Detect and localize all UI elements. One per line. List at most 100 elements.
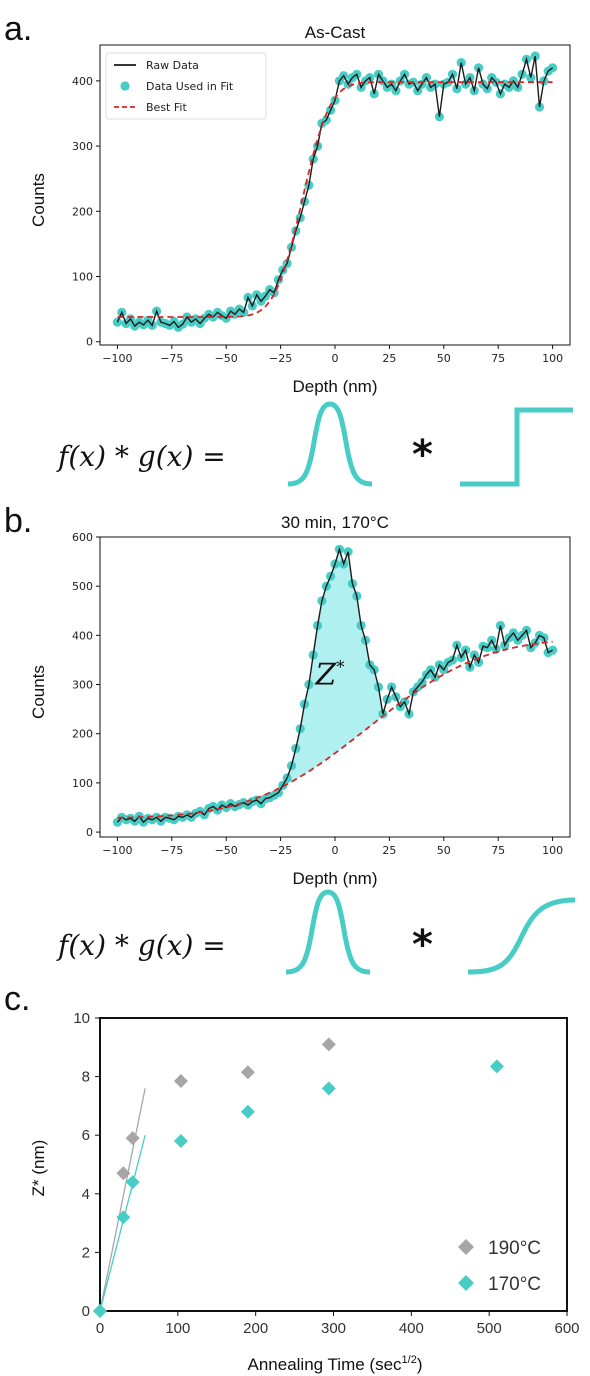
diamond-marker: [240, 1065, 255, 1080]
diamond-marker: [489, 1059, 504, 1074]
trend-line: [99, 1088, 146, 1312]
raw-data-line: [116, 546, 553, 824]
diamond-marker: [125, 1175, 140, 1190]
diamond-marker: [125, 1131, 140, 1146]
y-tick-label: 300: [72, 140, 93, 153]
y-tick-label: 4: [82, 1186, 90, 1203]
x-tick-label: 100: [165, 1320, 190, 1337]
plot-area: [112, 51, 558, 332]
diamond-marker: [116, 1210, 131, 1225]
x-tick-label: 50: [437, 844, 451, 857]
legend-label: Data Used in Fit: [146, 80, 234, 93]
legend-label: 190°C: [488, 1238, 541, 1259]
excess-area: [274, 549, 383, 796]
legend: 190°C 170°C: [458, 1238, 541, 1295]
y-tick-label: 600: [72, 531, 93, 544]
diamond-marker: [321, 1037, 336, 1052]
x-tick-label: −25: [269, 844, 292, 857]
equation-a: f(x) * g(x) =: [56, 440, 226, 473]
raw-data-line: [116, 55, 554, 329]
y-tick-label: 100: [72, 777, 93, 790]
y-tick-label: 400: [72, 75, 93, 88]
x-tick-label: 50: [437, 352, 451, 365]
diamond-marker: [240, 1104, 255, 1119]
legend-label: 170°C: [488, 1274, 541, 1295]
chart-b-ylabel: Counts: [29, 665, 48, 719]
x-tick-label: −50: [215, 844, 238, 857]
chart-b: −100 −75 −50 −25 0 25 50 75 100 0 100 200 300 400 500 6…: [72, 531, 571, 857]
x-tick-label: 400: [399, 1320, 424, 1337]
chart-c: 0 100 200 300 400 500 600 0 2 4 6 8 10 190°C 170°C: [73, 1010, 579, 1337]
legend-marker-fit-data: [120, 81, 130, 91]
x-tick-label: −25: [269, 352, 292, 365]
y-tick-label: 0: [82, 1303, 90, 1320]
convolution-star-a: *: [412, 432, 433, 478]
legend-box: [105, 52, 267, 120]
legend-marker: [458, 1239, 474, 1255]
diamond-marker: [93, 1304, 107, 1318]
x-tick-label: −100: [102, 844, 132, 857]
y-tick-label: 500: [72, 580, 93, 593]
chart-a: −100 −75 −50 −25 0 25 50 75 100 0 100 200 300 400 Raw …: [72, 44, 571, 365]
diamond-marker: [173, 1073, 188, 1088]
panel-b-letter: b.: [4, 502, 32, 540]
legend: Raw Data Data Used in Fit Best Fit: [105, 52, 267, 120]
x-tick-label: 600: [554, 1320, 579, 1337]
y-tick-label: 6: [82, 1127, 90, 1144]
x-tick-label: 75: [491, 844, 505, 857]
x-tick-label: 0: [332, 844, 339, 857]
diamond-marker: [321, 1081, 336, 1096]
y-tick-label: 2: [82, 1244, 90, 1261]
x-tick-label: 0: [332, 352, 339, 365]
x-tick-label: 100: [542, 352, 563, 365]
chart-a-title: As-Cast: [305, 23, 366, 42]
y-tick-label: 8: [82, 1069, 90, 1086]
y-tick-label: 10: [73, 1010, 90, 1027]
equation-b: f(x) * g(x) =: [56, 929, 226, 962]
legend-label: Raw Data: [146, 59, 199, 72]
y-tick-label: 100: [72, 271, 93, 284]
x-tick-label: −75: [160, 844, 183, 857]
chart-a-ylabel: Counts: [29, 173, 48, 227]
y-tick-label: 200: [72, 205, 93, 218]
x-tick-label: −75: [160, 352, 183, 365]
x-tick-label: 25: [382, 352, 396, 365]
chart-c-ylabel: Z* (nm): [29, 1140, 48, 1197]
x-tick-label: 75: [491, 352, 505, 365]
chart-b-xlabel: Depth (nm): [292, 869, 377, 888]
best-fit-line: [117, 81, 553, 318]
plot-area: [112, 544, 558, 827]
chart-b-title: 30 min, 170°C: [281, 513, 389, 532]
x-tick-label: 100: [542, 844, 563, 857]
panel-a-letter: a.: [4, 10, 32, 48]
x-tick-label: 300: [321, 1320, 346, 1337]
y-tick-label: 300: [72, 679, 93, 692]
chart-a-xlabel: Depth (nm): [292, 377, 377, 396]
series-gray: [93, 1037, 336, 1318]
diamond-marker: [116, 1166, 131, 1181]
gaussian-icon-a: [287, 401, 373, 487]
best-fit-line: [117, 640, 553, 819]
x-tick-label: 200: [243, 1320, 268, 1337]
panel-c-letter: c.: [4, 980, 30, 1018]
y-tick-label: 0: [86, 336, 93, 349]
series-teal: [93, 1059, 504, 1318]
legend-label: Best Fit: [146, 101, 187, 114]
y-tick-label: 400: [72, 629, 93, 642]
x-tick-label: −50: [215, 352, 238, 365]
convolution-star-b: *: [412, 922, 433, 968]
x-tick-label: 500: [477, 1320, 502, 1337]
x-tick-label: 25: [382, 844, 396, 857]
legend-marker: [458, 1275, 474, 1291]
chart-c-xlabel: Annealing Time (sec1/2): [248, 1354, 423, 1374]
x-tick-label: 0: [96, 1320, 104, 1337]
step-icon-a: [460, 407, 573, 487]
y-tick-label: 0: [86, 826, 93, 839]
y-tick-label: 200: [72, 728, 93, 741]
x-tick-label: −100: [102, 352, 132, 365]
smooth-step-icon-b: [467, 897, 576, 975]
gaussian-icon-b: [285, 889, 371, 975]
diamond-marker: [173, 1134, 188, 1149]
z-star-superscript: *: [336, 658, 345, 678]
